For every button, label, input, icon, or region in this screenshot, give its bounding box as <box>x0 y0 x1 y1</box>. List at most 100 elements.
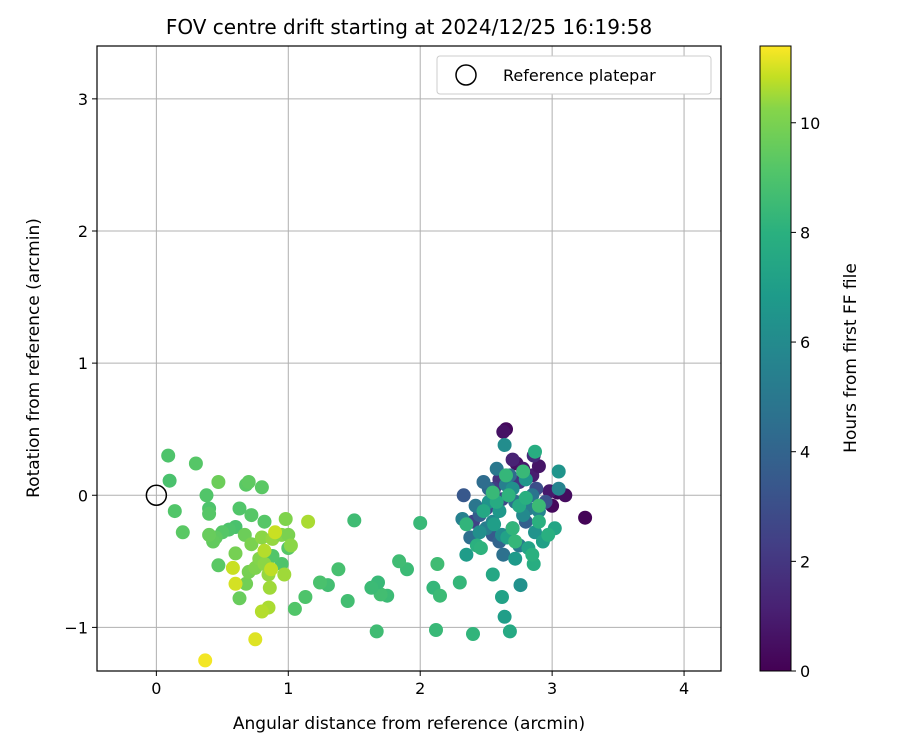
scatter-point <box>161 448 176 463</box>
scatter-point <box>392 554 407 569</box>
scatter-point <box>228 576 243 591</box>
scatter-point <box>429 623 443 637</box>
colorbar-tick-label: 8 <box>800 223 810 242</box>
scatter-point <box>495 590 509 604</box>
scatter-point <box>528 525 542 540</box>
scatter-point <box>364 580 379 595</box>
colorbar-gradient <box>759 45 792 672</box>
legend-reference-label: Reference platepar <box>503 66 656 85</box>
x-tick-label: 2 <box>415 679 425 698</box>
colorbar-tick-label: 0 <box>800 662 810 681</box>
legend-reference-marker <box>455 64 477 86</box>
scatter-point <box>578 510 593 525</box>
scatter-point <box>505 521 520 536</box>
scatter-point <box>508 551 523 566</box>
scatter-point <box>485 567 500 582</box>
scatter-point <box>531 514 546 529</box>
legend-box <box>436 55 712 95</box>
y-axis-ticks: −1 0 1 2 3 <box>64 90 97 637</box>
scatter-point <box>497 609 512 624</box>
scatter-point <box>225 560 240 575</box>
scatter-point <box>430 557 445 571</box>
colorbar-tick-label: 10 <box>800 114 820 133</box>
data-points <box>145 422 593 668</box>
scatter-point <box>254 530 269 545</box>
scatter-point <box>188 456 203 471</box>
scatter-point <box>264 562 279 577</box>
scatter-point <box>413 516 428 530</box>
scatter-point <box>228 546 243 561</box>
scatter-point <box>202 506 217 521</box>
scatter-point <box>456 488 471 503</box>
scatter-point <box>162 473 177 488</box>
scatter-point <box>340 594 355 608</box>
scatter-point <box>525 547 540 562</box>
scatter-point <box>472 525 487 540</box>
scatter-point <box>516 464 531 479</box>
plot-frame <box>96 45 722 672</box>
scatter-point <box>232 501 247 516</box>
scatter-point <box>257 543 272 558</box>
scatter-point <box>241 475 256 489</box>
scatter-point <box>518 490 533 505</box>
scatter-point <box>466 627 480 641</box>
x-tick-label: 3 <box>547 679 557 698</box>
scatter-point <box>551 481 566 496</box>
scatter-point <box>459 547 474 562</box>
colorbar-tick-label: 6 <box>800 333 810 352</box>
x-axis-label: Angular distance from reference (arcmin) <box>233 714 585 734</box>
scatter-point <box>473 541 488 556</box>
scatter-point <box>528 444 542 459</box>
scatter-point <box>369 624 384 639</box>
scatter-point <box>211 558 226 573</box>
scatter-point <box>433 588 447 603</box>
scatter-point <box>541 527 556 542</box>
colorbar-ticks: 0 2 4 6 8 10 <box>791 114 820 681</box>
x-tick-label: 4 <box>679 679 689 698</box>
scatter-point <box>476 504 491 519</box>
scatter-point <box>211 475 226 489</box>
scatter-point <box>551 464 566 479</box>
scatter-point <box>347 513 362 528</box>
scatter-point <box>485 485 500 500</box>
scatter-point <box>513 578 528 593</box>
scatter-point <box>244 508 259 523</box>
scatter-point <box>531 459 546 474</box>
x-tick-label: 1 <box>283 679 293 698</box>
colorbar-label: Hours from first FF file <box>841 263 861 453</box>
scatter-point <box>244 537 259 552</box>
scatter-point <box>274 557 289 571</box>
scatter-point <box>257 514 272 529</box>
scatter-point <box>199 488 214 503</box>
scatter-point <box>281 527 296 542</box>
y-axis-label: Rotation from reference (arcmin) <box>24 218 44 498</box>
scatter-point <box>287 601 302 616</box>
scatter-point <box>331 562 346 577</box>
scatter-point <box>531 498 546 513</box>
scatter-point <box>232 591 247 606</box>
y-tick-label: −1 <box>64 618 88 637</box>
scatter-point <box>301 514 316 529</box>
y-tick-label: 0 <box>78 486 88 505</box>
scatter-point <box>198 653 213 668</box>
grid-lines <box>97 46 721 671</box>
scatter-point <box>268 525 283 540</box>
reference-platepar-marker <box>145 484 168 507</box>
legend: Reference platepar <box>436 55 712 95</box>
y-tick-label: 2 <box>78 222 88 241</box>
scatter-point <box>298 590 313 604</box>
scatter-point <box>278 512 293 526</box>
scatter-point <box>496 547 511 562</box>
scatter-point <box>313 575 327 590</box>
scatter-point <box>476 475 491 489</box>
scatter-point <box>497 438 512 452</box>
scatter-point <box>501 488 516 503</box>
x-axis-ticks: 0 1 2 3 4 <box>151 671 689 698</box>
scatter-point <box>175 525 190 540</box>
colorbar: 0 2 4 6 8 10 Hours from first FF file <box>759 45 861 681</box>
scatter-point <box>167 504 182 519</box>
scatter-point <box>239 576 254 591</box>
scatter-point <box>283 538 298 553</box>
x-tick-label: 0 <box>151 679 161 698</box>
